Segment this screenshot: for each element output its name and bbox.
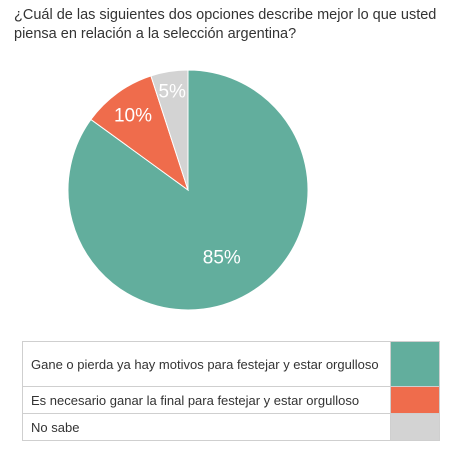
slice-data-label: 85% (203, 247, 241, 268)
legend-item: No sabe (22, 414, 440, 441)
legend-swatch (391, 414, 439, 440)
legend-label: No sabe (23, 414, 391, 440)
chart-title: ¿Cuál de las siguientes dos opciones des… (14, 7, 437, 42)
legend: Gane o pierda ya hay motivos para festej… (22, 341, 440, 441)
pie-slices (67, 69, 309, 311)
legend-swatch (391, 342, 439, 386)
legend-swatch (391, 387, 439, 413)
legend-item: Es necesario ganar la final para festeja… (22, 387, 440, 414)
pie-labels: 85% 10% 5% (114, 81, 241, 268)
pie-slice (150, 69, 189, 191)
legend-item: Gane o pierda ya hay motivos para festej… (22, 341, 440, 387)
pie-slice (67, 69, 309, 311)
slice-data-label: 5% (158, 81, 186, 102)
legend-label: Es necesario ganar la final para festeja… (23, 387, 391, 413)
pie-slice (90, 75, 189, 192)
legend-label: Gane o pierda ya hay motivos para festej… (23, 342, 391, 386)
slice-data-label: 10% (114, 105, 152, 126)
